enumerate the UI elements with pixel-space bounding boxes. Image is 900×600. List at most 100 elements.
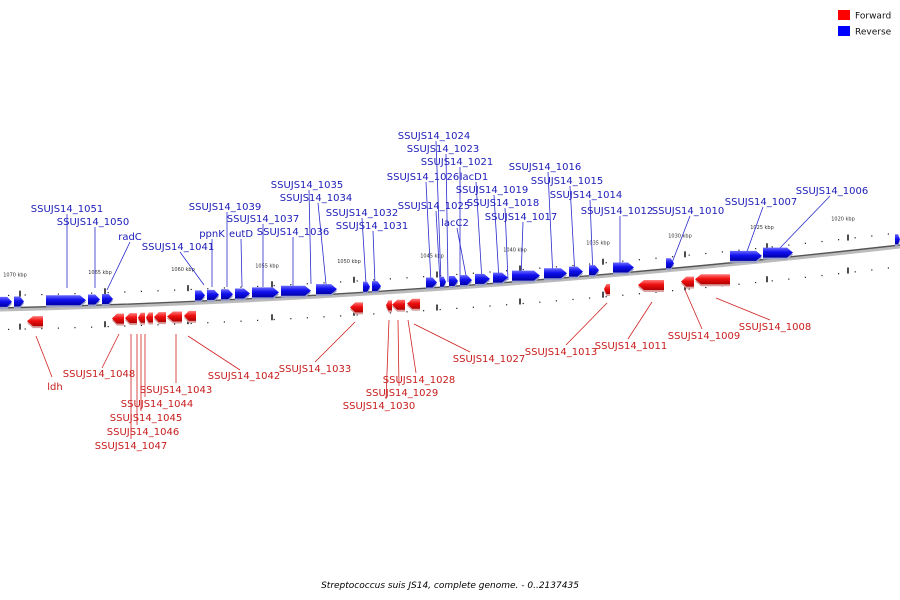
gene-label-ssujs14-1019[interactable]: SSUJS14_1019 xyxy=(456,185,529,196)
gene-label-ssujs14-1044[interactable]: SSUJS14_1044 xyxy=(121,399,194,410)
gene-label-ssujs14-1041[interactable]: SSUJS14_1041 xyxy=(142,242,215,253)
reverse-gene-arrow[interactable] xyxy=(493,272,508,283)
gene-label-ssujs14-1028[interactable]: SSUJS14_1028 xyxy=(383,375,456,386)
gene-label-ssujs14-1015[interactable]: SSUJS14_1015 xyxy=(531,176,604,187)
reverse-gene-arrow[interactable] xyxy=(372,281,381,292)
gene-label-ssujs14-1018[interactable]: SSUJS14_1018 xyxy=(467,198,540,209)
gene-label-ssujs14-1046[interactable]: SSUJS14_1046 xyxy=(107,427,180,438)
reverse-gene-arrow[interactable] xyxy=(440,276,446,287)
gene-label-ssujs14-1025[interactable]: SSUJS14_1025 xyxy=(398,201,471,212)
gene-label-ssujs14-1014[interactable]: SSUJS14_1014 xyxy=(550,190,623,201)
forward-gene-arrow[interactable] xyxy=(125,313,137,324)
reverse-gene-arrow[interactable] xyxy=(88,294,100,305)
reverse-gene-arrow[interactable] xyxy=(460,275,472,286)
gene-label-ssujs14-1039[interactable]: SSUJS14_1039 xyxy=(189,202,262,213)
gene-label-ssujs14-1007[interactable]: SSUJS14_1007 xyxy=(725,197,798,208)
scale-dot xyxy=(804,276,806,278)
tick-label: 1065 kbp xyxy=(88,270,112,276)
reverse-gene-arrow[interactable] xyxy=(46,295,86,306)
reverse-gene-arrow[interactable] xyxy=(569,266,583,277)
gene-label-ssujs14-1036[interactable]: SSUJS14_1036 xyxy=(257,227,330,238)
forward-gene-arrow[interactable] xyxy=(681,276,694,287)
forward-gene-arrow[interactable] xyxy=(638,280,664,291)
gene-label-ssujs14-1032[interactable]: SSUJS14_1032 xyxy=(326,208,399,219)
gene-label-ssujs14-1029[interactable]: SSUJS14_1029 xyxy=(366,388,439,399)
reverse-gene-arrow[interactable] xyxy=(589,265,599,276)
reverse-gene-arrow[interactable] xyxy=(281,285,311,296)
gene-label-ssujs14-1012[interactable]: SSUJS14_1012 xyxy=(581,206,654,217)
gene-label-ssujs14-1048[interactable]: SSUJS14_1048 xyxy=(63,369,136,380)
gene-label-lacd1[interactable]: lacD1 xyxy=(460,172,488,183)
gene-label-ssujs14-1043[interactable]: SSUJS14_1043 xyxy=(140,385,213,396)
gene-label-ssujs14-1051[interactable]: SSUJS14_1051 xyxy=(31,204,104,215)
gene-label-eutd[interactable]: eutD xyxy=(229,229,253,240)
gene-label-ppnk[interactable]: ppnK xyxy=(199,229,225,240)
forward-gene-arrow[interactable] xyxy=(695,274,730,285)
forward-gene-arrow[interactable] xyxy=(154,312,166,323)
gene-label-ssujs14-1013[interactable]: SSUJS14_1013 xyxy=(525,347,598,358)
forward-gene-arrow[interactable] xyxy=(392,299,405,310)
reverse-gene-arrow[interactable] xyxy=(252,287,279,298)
reverse-gene-arrow[interactable] xyxy=(363,281,370,292)
gene-label-ssujs14-1035[interactable]: SSUJS14_1035 xyxy=(271,180,344,191)
reverse-gene-arrow[interactable] xyxy=(207,289,219,300)
reverse-gene-arrow[interactable] xyxy=(895,234,900,245)
gene-label-ssujs14-1047[interactable]: SSUJS14_1047 xyxy=(95,441,168,452)
reverse-gene-arrow[interactable] xyxy=(763,247,793,258)
reverse-gene-arrow[interactable] xyxy=(512,270,540,281)
forward-gene-arrow[interactable] xyxy=(604,283,610,294)
forward-gene-arrow[interactable] xyxy=(167,311,182,322)
reverse-gene-arrow[interactable] xyxy=(613,262,634,273)
gene-label-ssujs14-1045[interactable]: SSUJS14_1045 xyxy=(110,413,183,424)
reverse-leader-line xyxy=(777,195,831,251)
gene-label-ssujs14-1021[interactable]: SSUJS14_1021 xyxy=(421,157,494,168)
gene-label-ssujs14-1033[interactable]: SSUJS14_1033 xyxy=(279,364,352,375)
gene-label-ssujs14-1026[interactable]: SSUJS14_1026 xyxy=(387,172,460,183)
forward-gene-arrow[interactable] xyxy=(350,302,363,313)
gene-label-ssujs14-1017[interactable]: SSUJS14_1017 xyxy=(485,212,558,223)
reverse-gene-arrow[interactable] xyxy=(544,268,567,279)
reverse-gene-arrow[interactable] xyxy=(426,277,437,288)
gene-label-ssujs14-1030[interactable]: SSUJS14_1030 xyxy=(343,401,416,412)
reverse-leader-line xyxy=(425,181,432,284)
gene-label-ssujs14-1009[interactable]: SSUJS14_1009 xyxy=(668,331,741,342)
reverse-gene-arrow[interactable] xyxy=(449,276,458,287)
reverse-gene-arrow[interactable] xyxy=(235,288,250,299)
gene-label-ssujs14-1042[interactable]: SSUJS14_1042 xyxy=(208,371,281,382)
gene-label-ldh[interactable]: ldh xyxy=(47,382,62,393)
gene-label-ssujs14-1023[interactable]: SSUJS14_1023 xyxy=(407,144,480,155)
gene-label-ssujs14-1006[interactable]: SSUJS14_1006 xyxy=(796,186,869,197)
reverse-gene-arrow[interactable] xyxy=(475,273,490,284)
gene-label-radc[interactable]: radC xyxy=(118,232,142,243)
reverse-gene-arrow[interactable] xyxy=(730,250,762,261)
reverse-gene-arrow[interactable] xyxy=(195,290,205,301)
reverse-gene-arrow[interactable] xyxy=(102,293,113,304)
forward-gene-arrow[interactable] xyxy=(138,312,145,323)
reverse-gene-arrow[interactable] xyxy=(221,289,233,300)
gene-label-ssujs14-1008[interactable]: SSUJS14_1008 xyxy=(739,322,812,333)
reverse-gene-arrow[interactable] xyxy=(316,284,337,295)
gene-label-ssujs14-1031[interactable]: SSUJS14_1031 xyxy=(336,221,409,232)
gene-label-ssujs14-1024[interactable]: SSUJS14_1024 xyxy=(398,131,471,142)
tick-label: 1060 kbp xyxy=(171,267,195,273)
forward-gene-arrow[interactable] xyxy=(407,298,420,309)
gene-label-ssujs14-1034[interactable]: SSUJS14_1034 xyxy=(280,193,353,204)
reverse-gene-arrow[interactable] xyxy=(666,258,674,269)
gene-label-ssujs14-1011[interactable]: SSUJS14_1011 xyxy=(595,341,668,352)
forward-gene-arrow[interactable] xyxy=(184,310,196,321)
gene-label-ssujs14-1010[interactable]: SSUJS14_1010 xyxy=(652,206,725,217)
gene-label-ssujs14-1016[interactable]: SSUJS14_1016 xyxy=(509,162,582,173)
forward-gene-arrow[interactable] xyxy=(386,300,392,311)
scale-dot xyxy=(107,325,109,328)
gene-label-ssujs14-1050[interactable]: SSUJS14_1050 xyxy=(57,217,130,228)
forward-gene-arrow[interactable] xyxy=(27,316,43,327)
gene-label-ssujs14-1037[interactable]: SSUJS14_1037 xyxy=(227,214,300,225)
reverse-gene-arrow[interactable] xyxy=(0,296,12,307)
gene-label-ssujs14-1027[interactable]: SSUJS14_1027 xyxy=(453,354,526,365)
forward-gene-arrow[interactable] xyxy=(146,312,153,323)
scale-dot xyxy=(290,318,292,320)
gene-label-lacc2[interactable]: lacC2 xyxy=(441,218,469,229)
forward-gene-arrow[interactable] xyxy=(112,313,124,324)
reverse-gene-arrow[interactable] xyxy=(14,296,24,307)
